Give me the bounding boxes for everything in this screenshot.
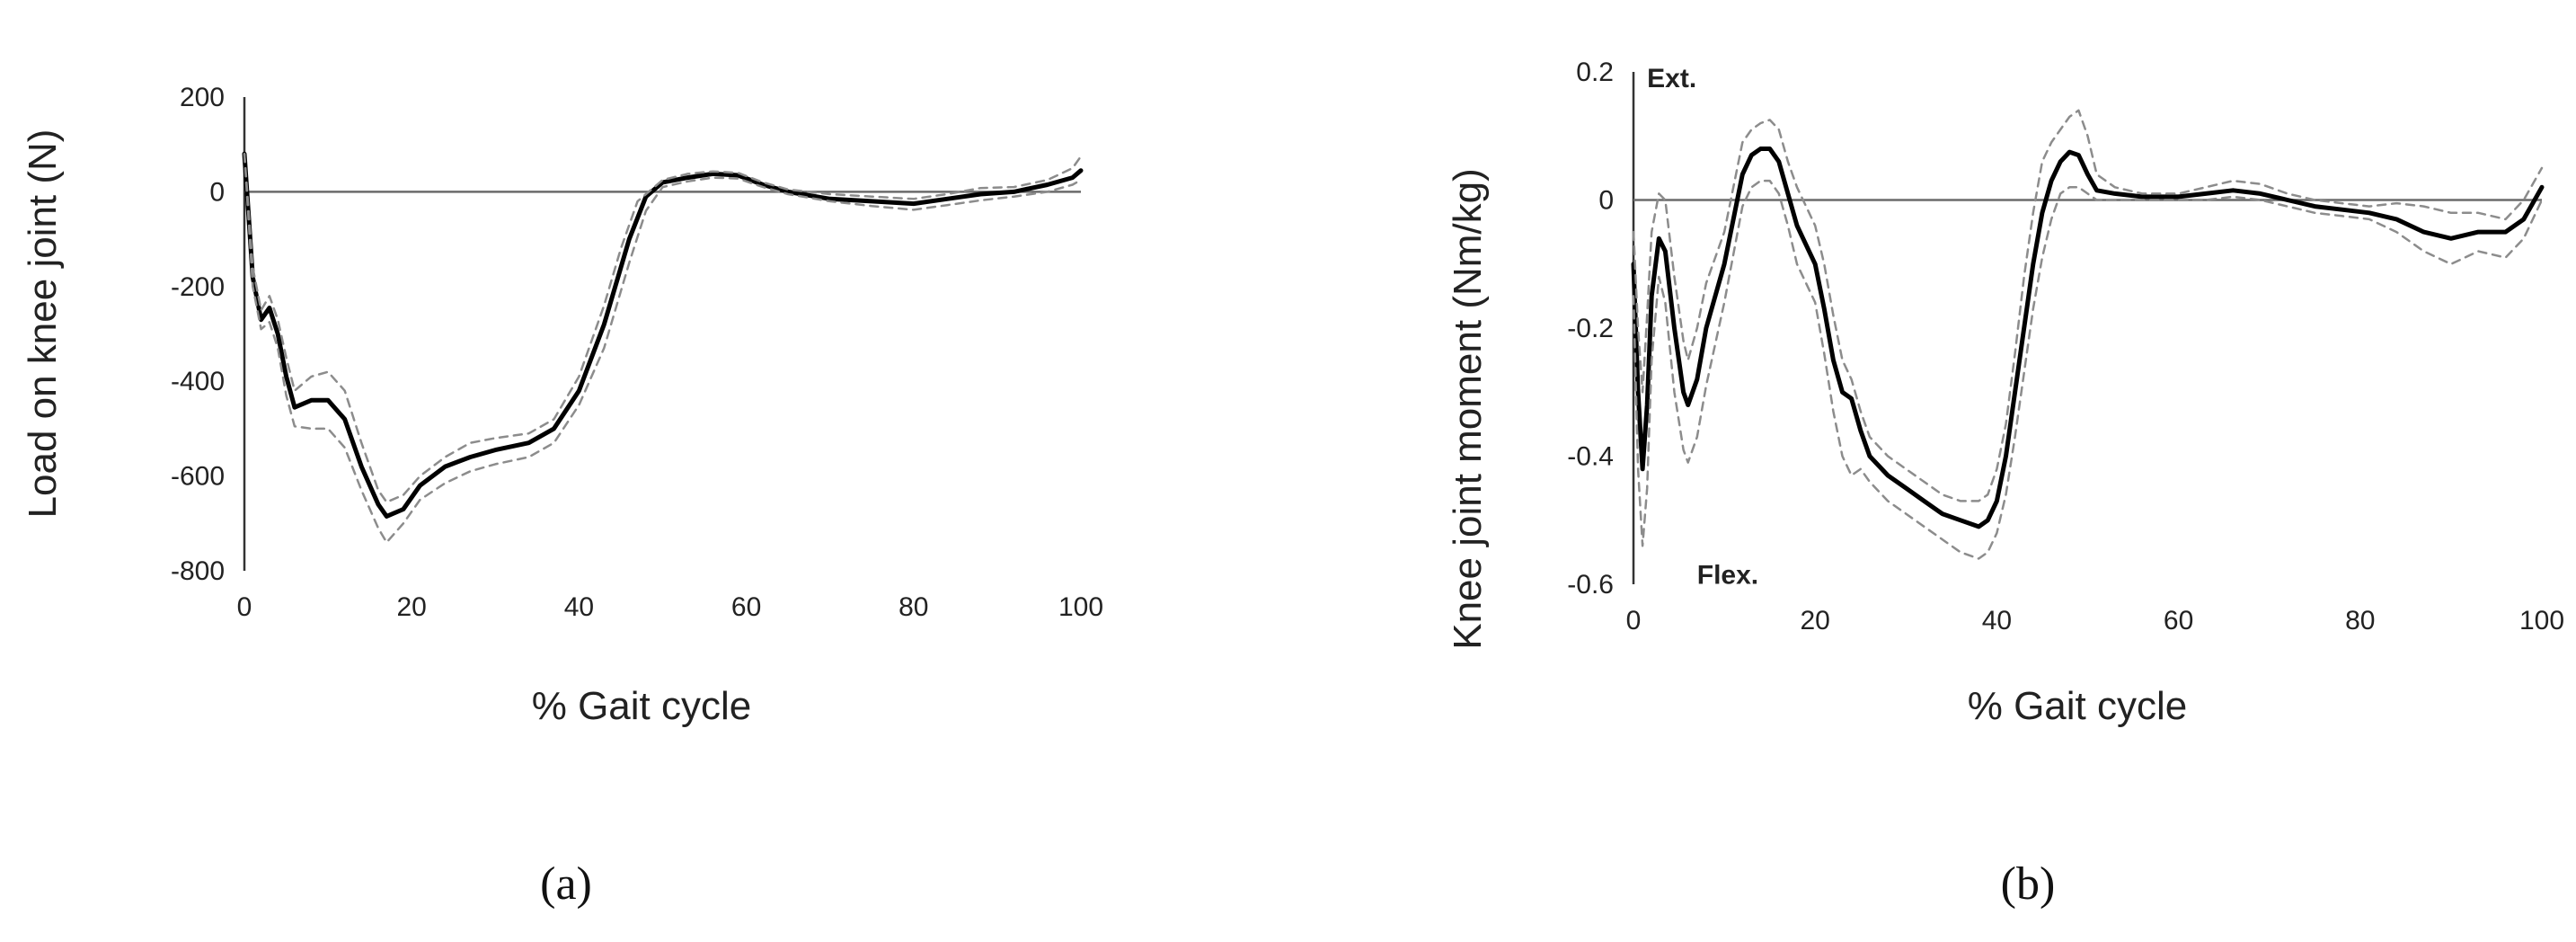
- x-tick-label: 20: [397, 592, 427, 622]
- x-tick-label: 100: [2519, 606, 2564, 635]
- series-line-dashed-1: [243, 152, 1083, 503]
- y-tick-label: 0.2: [1576, 58, 1614, 87]
- series-line-mean: [1631, 147, 2545, 529]
- y-tick-label: 0: [209, 177, 225, 207]
- x-tick-label: 60: [731, 592, 761, 622]
- annotation-0: Ext.: [1647, 64, 1696, 93]
- x-tick-label: 0: [1626, 606, 1642, 635]
- y-tick-label: -0.4: [1567, 442, 1614, 472]
- x-tick-label: 40: [564, 592, 594, 622]
- panel-label-b: (b): [2001, 858, 2056, 910]
- y-tick-label: 0: [1598, 186, 1614, 216]
- panel-a-chart: Load on knee joint (N) % Gait cycle (a) …: [21, 83, 1103, 910]
- panel-label-a: (a): [540, 858, 592, 910]
- y-tick-label: -0.6: [1567, 570, 1614, 600]
- x-tick-label: 100: [1058, 592, 1103, 622]
- series-line-dashed-1: [1632, 109, 2544, 502]
- panel-b-chart: Knee joint moment (Nm/kg) % Gait cycle (…: [1446, 58, 2564, 910]
- y-tick-label: -0.2: [1567, 314, 1614, 343]
- x-tick-label: 80: [899, 592, 928, 622]
- x-tick-label: 60: [2164, 606, 2193, 635]
- x-axis-title: % Gait cycle: [532, 684, 752, 728]
- x-axis-title: % Gait cycle: [1968, 684, 2188, 728]
- x-tick-label: 20: [1801, 606, 1830, 635]
- y-tick-label: -800: [171, 556, 225, 586]
- series-line-dashed-2: [1632, 179, 2544, 560]
- x-tick-label: 0: [237, 592, 252, 622]
- y-tick-label: -400: [171, 367, 225, 396]
- series-line-dashed-2: [243, 152, 1083, 544]
- x-tick-label: 40: [1982, 606, 2012, 635]
- x-tick-label: 80: [2345, 606, 2375, 635]
- y-tick-label: -200: [171, 272, 225, 302]
- series-line-mean: [242, 151, 1084, 519]
- y-tick-label: 200: [180, 83, 225, 112]
- y-axis-title: Load on knee joint (N): [21, 129, 65, 519]
- y-tick-label: -600: [171, 462, 225, 492]
- annotation-1: Flex.: [1697, 560, 1758, 590]
- y-axis-title: Knee joint moment (Nm/kg): [1446, 168, 1490, 650]
